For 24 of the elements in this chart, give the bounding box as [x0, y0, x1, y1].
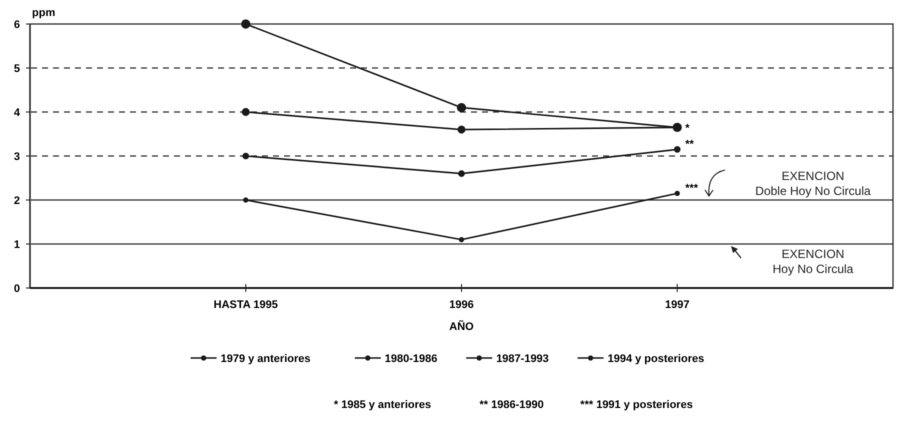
- annotation: **: [685, 138, 695, 150]
- legend-label: 1994 y posteriores: [608, 353, 704, 365]
- ref-line-label: EXENCION Hoy No Circula: [772, 247, 854, 276]
- y-tick-label: 3: [14, 151, 20, 163]
- annotation: ***: [685, 182, 699, 194]
- x-tick-label: 1996: [449, 299, 474, 311]
- legend-label: 1979 y anteriores: [220, 353, 310, 365]
- y-tick-label: 4: [14, 107, 21, 119]
- y-tick-label: 1: [14, 239, 20, 251]
- x-tick-label: HASTA 1995: [214, 299, 278, 311]
- y-tick-label: 6: [14, 19, 20, 31]
- text: ** 1986-1990: [480, 399, 544, 411]
- legend-label: 1980-1986: [384, 353, 438, 365]
- legend-label: 1987-1993: [496, 353, 549, 365]
- text: * 1985 y anteriores: [334, 399, 432, 411]
- annotation: *: [685, 122, 690, 134]
- x-tick-label: 1997: [665, 299, 690, 311]
- y-tick-label: 5: [14, 63, 20, 75]
- y-tick-label: 0: [14, 283, 20, 295]
- y-tick-label: 2: [14, 195, 20, 207]
- x-axis-title: AÑO: [449, 320, 474, 333]
- text: *** 1991 y posteriores: [580, 399, 693, 411]
- y-axis-title: ppm: [32, 7, 56, 19]
- ref-line-label: EXENCION Doble Hoy No Circula: [755, 169, 872, 198]
